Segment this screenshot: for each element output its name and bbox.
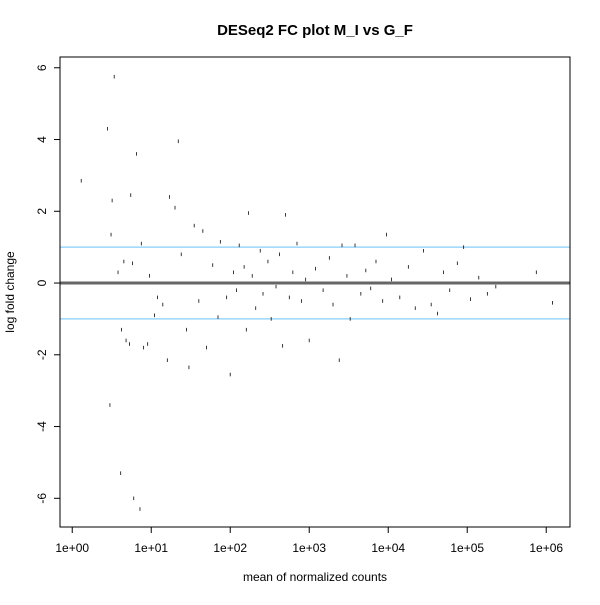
y-tick-label: -2 xyxy=(35,349,49,360)
y-axis: -6 -4 -2 0 2 4 6 xyxy=(35,64,60,504)
y-tick-label: 2 xyxy=(35,208,49,215)
x-tick-label: 1e+06 xyxy=(529,541,563,555)
chart-title: DESeq2 FC plot M_I vs G_F xyxy=(217,22,413,39)
x-tick-label: 1e+02 xyxy=(213,541,247,555)
data-points xyxy=(80,74,553,511)
y-tick-label: 0 xyxy=(35,279,49,286)
y-tick-label: -6 xyxy=(35,493,49,504)
x-axis: 1e+00 1e+01 1e+02 1e+03 1e+04 1e+05 1e+06 xyxy=(55,527,563,555)
reference-lines xyxy=(60,246,570,320)
x-axis-label: mean of normalized counts xyxy=(243,570,387,584)
y-tick-label: 6 xyxy=(35,64,49,71)
plot-frame xyxy=(59,56,571,528)
x-tick-label: 1e+04 xyxy=(371,541,405,555)
y-axis-label: log fold change xyxy=(3,251,17,333)
y-tick-label: -4 xyxy=(35,421,49,432)
x-tick-label: 1e+05 xyxy=(450,541,484,555)
x-tick-label: 1e+03 xyxy=(292,541,326,555)
y-tick-label: 4 xyxy=(35,136,49,143)
x-tick-label: 1e+01 xyxy=(134,541,168,555)
x-tick-label: 1e+00 xyxy=(55,541,89,555)
